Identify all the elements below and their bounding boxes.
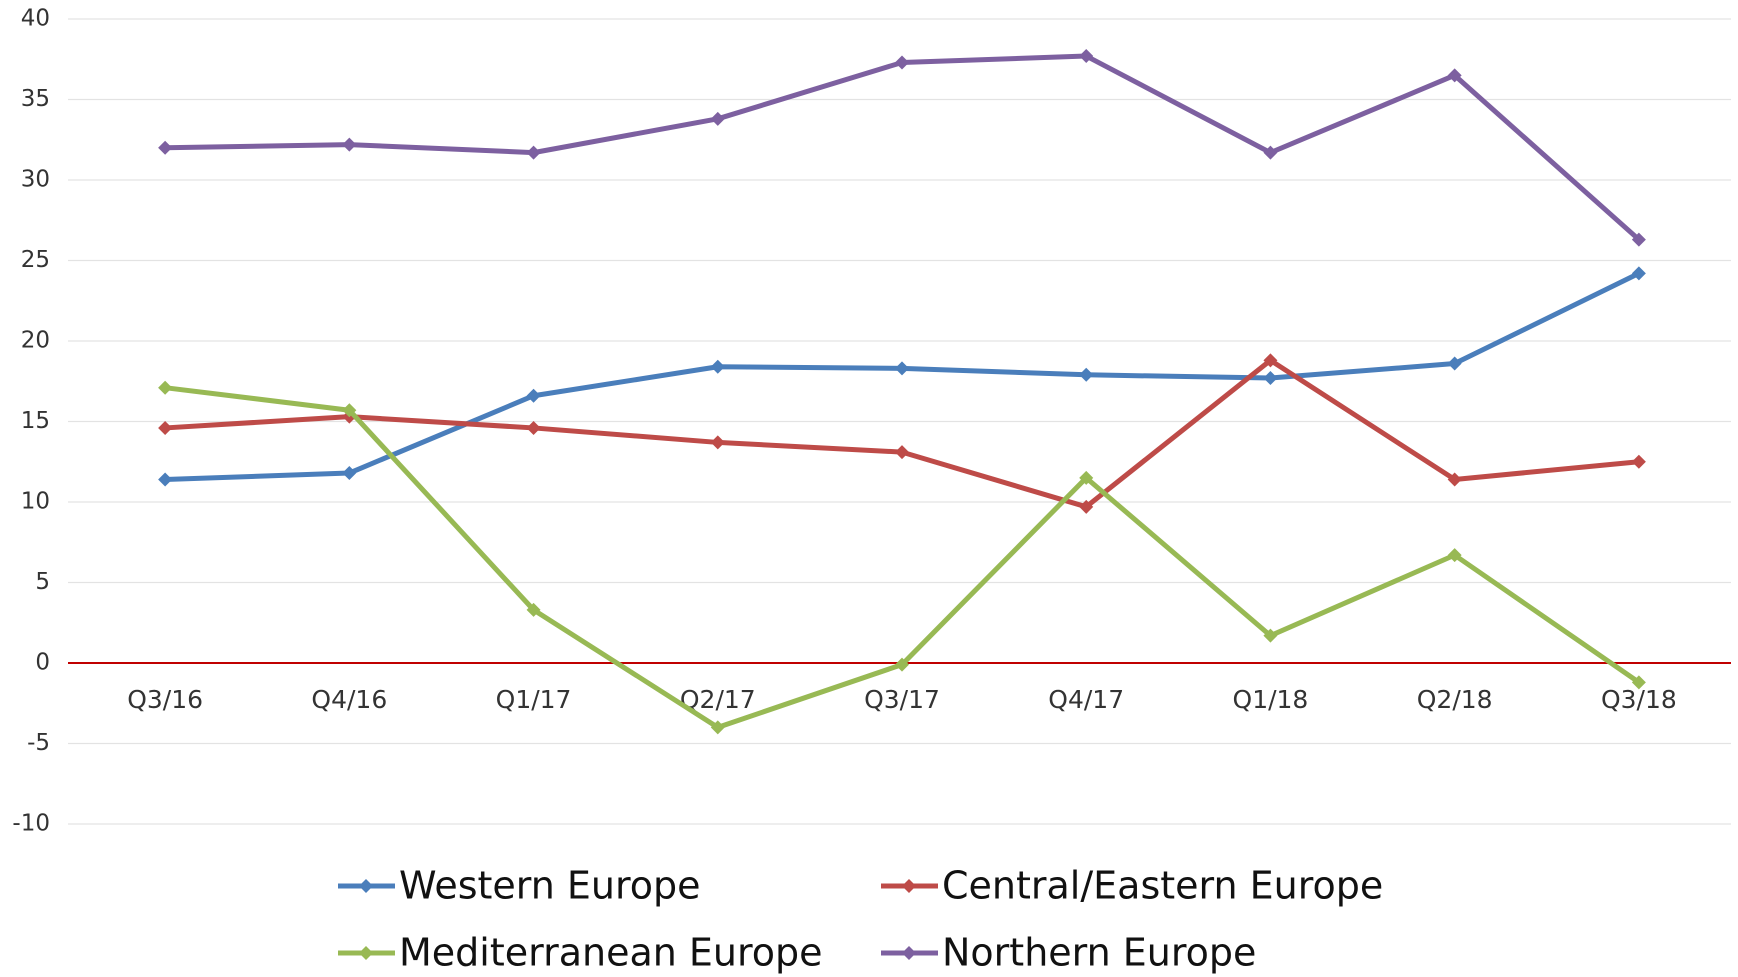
y-tick-label: 25 <box>21 247 50 273</box>
marker <box>1263 371 1277 385</box>
legend-marker <box>902 879 916 893</box>
x-tick-label: Q1/17 <box>496 685 572 714</box>
marker <box>1079 368 1093 382</box>
marker <box>711 435 725 449</box>
chart: -10 -5 0 5 10 15 20 25 30 35 40 Q3/16 Q4/16 Q1/17 Q2/1… <box>0 0 1738 977</box>
series-line <box>165 56 1639 240</box>
marker <box>342 138 356 152</box>
marker <box>895 361 909 375</box>
marker <box>895 445 909 459</box>
marker <box>158 141 172 155</box>
y-tick-label: 40 <box>21 6 50 32</box>
legend-label: Central/Eastern Europe <box>942 864 1383 908</box>
marker <box>711 112 725 126</box>
marker <box>1632 455 1646 469</box>
y-tick-label: 15 <box>21 408 50 434</box>
marker <box>527 421 541 435</box>
x-tick-label: Q3/16 <box>127 685 203 714</box>
marker <box>342 466 356 480</box>
x-tick-label: Q4/17 <box>1048 685 1124 714</box>
x-tick-label: Q1/18 <box>1233 685 1309 714</box>
series-line <box>165 388 1639 728</box>
y-tick-label: 5 <box>35 569 50 595</box>
marker <box>158 421 172 435</box>
marker <box>527 389 541 403</box>
legend-marker <box>902 946 916 960</box>
marker <box>527 146 541 160</box>
y-tick-label: 35 <box>21 86 50 112</box>
y-tick-label: 0 <box>35 650 50 676</box>
marker <box>895 55 909 69</box>
y-tick-label: 10 <box>21 489 50 515</box>
x-tick-label: Q3/18 <box>1601 685 1677 714</box>
x-tick-label: Q2/18 <box>1417 685 1493 714</box>
legend-label: Western Europe <box>399 864 701 908</box>
marker <box>158 381 172 395</box>
legend-marker <box>359 946 373 960</box>
y-tick-label: 20 <box>21 328 50 354</box>
marker <box>158 472 172 486</box>
legend-label: Mediterranean Europe <box>399 931 823 975</box>
marker <box>711 360 725 374</box>
x-tick-label: Q4/16 <box>311 685 387 714</box>
legend-marker <box>359 879 373 893</box>
y-tick-label: -10 <box>12 811 50 837</box>
series-line <box>165 360 1639 507</box>
y-tick-label: 30 <box>21 167 50 193</box>
y-tick-label: -5 <box>27 730 50 756</box>
x-tick-label: Q3/17 <box>864 685 940 714</box>
legend-label: Northern Europe <box>942 931 1256 975</box>
